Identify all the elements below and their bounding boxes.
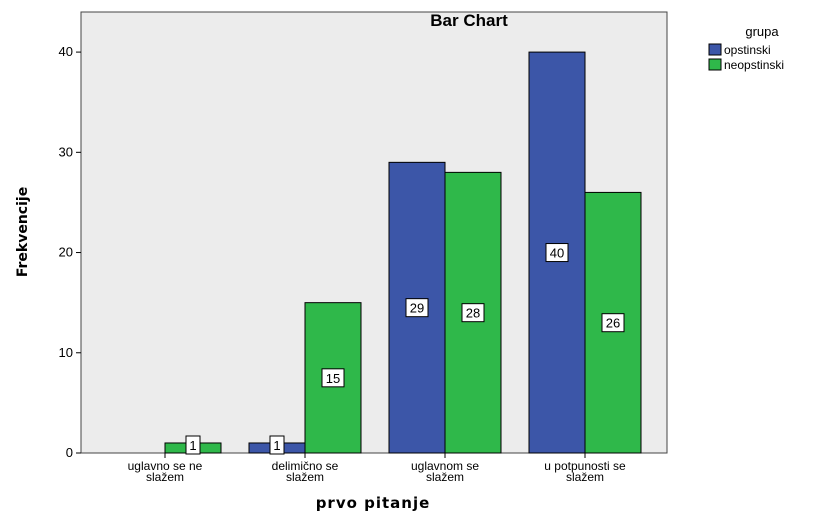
y-axis-title: Frekvencije: [15, 187, 31, 277]
data-label-box: [601, 313, 625, 333]
x-tick-label: delimično se slažem: [272, 459, 339, 484]
y-tick-label: 40: [59, 44, 73, 59]
y-tick-label: 20: [59, 245, 73, 260]
x-axis-title: prvo pitanje: [316, 494, 431, 512]
legend-label: neopstinski: [724, 58, 784, 72]
legend-label: opstinski: [724, 43, 771, 57]
legend-item-neopstinski: neopstinski: [708, 58, 784, 72]
y-tick-label: 0: [66, 445, 73, 460]
x-tick-label: uglavnom se slažem: [411, 459, 479, 484]
legend-swatch: [708, 43, 722, 56]
x-axis: uglavno se ne slažem delimično se slažem ugl…: [128, 453, 626, 484]
data-label-opstinski-2: 1: [269, 435, 285, 455]
data-label-box: [269, 435, 285, 455]
data-label-text: 40: [550, 246, 564, 261]
data-label-opstinski-3: 29: [405, 298, 429, 318]
data-label-text: 28: [466, 306, 480, 321]
data-label-opstinski-4: 40: [545, 243, 569, 263]
data-label-box: [461, 303, 485, 323]
data-label-box: [185, 435, 201, 455]
data-label-neopstinski-1: 1: [185, 435, 201, 455]
y-tick-label: 10: [59, 345, 73, 360]
data-label-text: 29: [410, 301, 424, 316]
x-tick-label: uglavno se ne slažem: [128, 459, 203, 484]
bars-layer: [164, 51, 642, 454]
data-label-text: 1: [273, 438, 280, 453]
bar-opstinski-3: [388, 161, 446, 454]
data-label-neopstinski-2: 15: [321, 368, 345, 388]
data-label-text: 26: [606, 316, 620, 331]
data-label-box: [321, 368, 345, 388]
data-label-neopstinski-3: 28: [461, 303, 485, 323]
legend-swatch: [708, 58, 722, 71]
y-tick-label: 30: [59, 144, 73, 159]
data-labels-layer: 1 29 40 1 15 28 26: [185, 243, 625, 455]
data-label-box: [405, 298, 429, 318]
bar-neopstinski-3: [444, 171, 502, 454]
data-label-text: 1: [189, 438, 196, 453]
y-axis: 0 10 20 30 40: [59, 44, 81, 460]
data-label-box: [545, 243, 569, 263]
data-label-text: 15: [326, 371, 340, 386]
legend-title: grupa: [745, 24, 779, 39]
x-tick-label: u potpunosti se slažem: [544, 459, 626, 484]
chart-title: Bar Chart: [430, 11, 508, 30]
legend-item-opstinski: opstinski: [708, 43, 771, 57]
data-label-neopstinski-4: 26: [601, 313, 625, 333]
